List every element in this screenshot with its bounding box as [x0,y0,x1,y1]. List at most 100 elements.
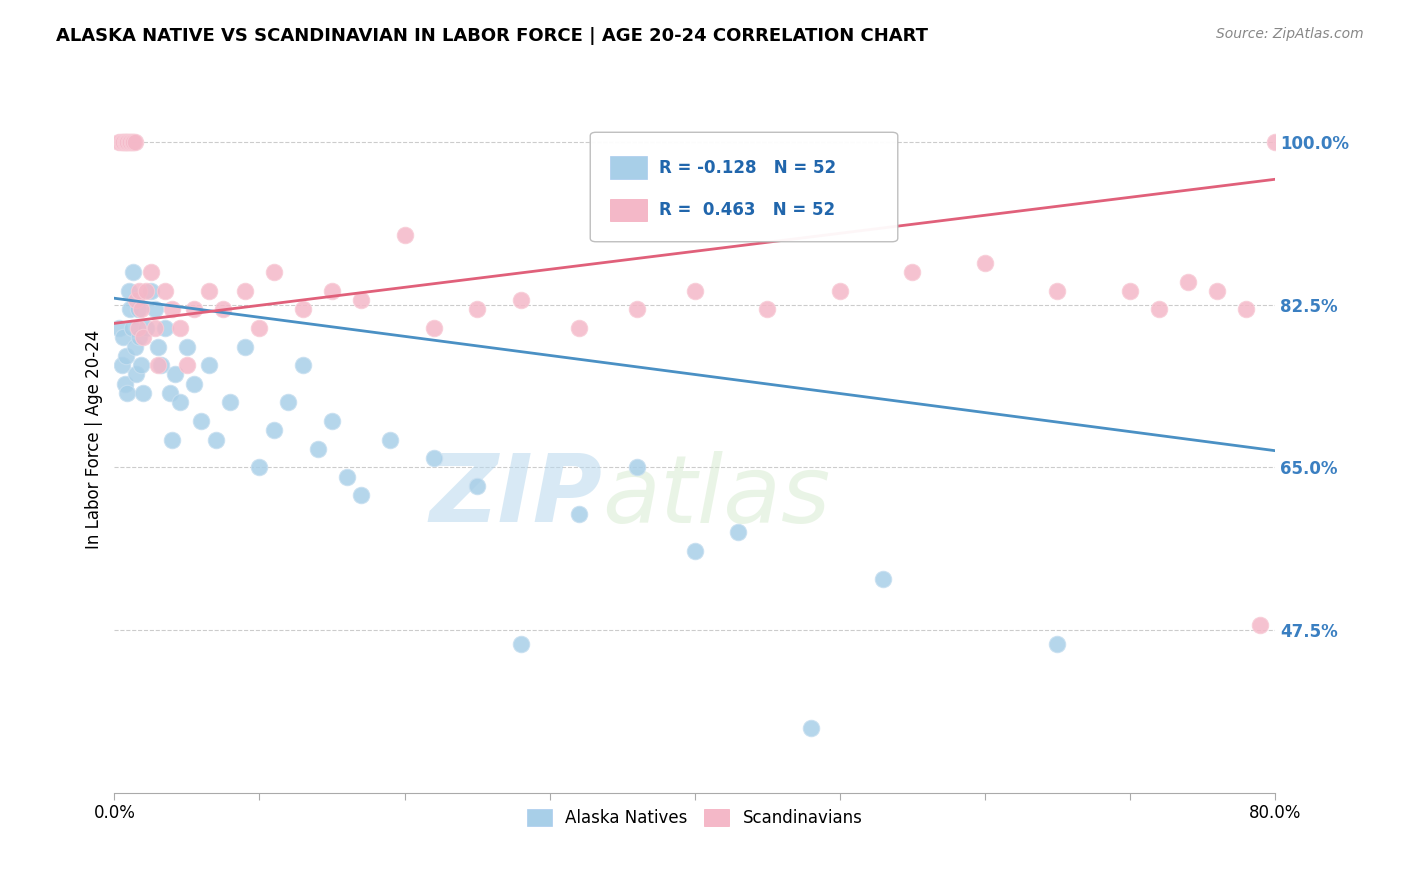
Point [169,321,191,335]
Point [114,376,136,391]
Point [139,265,162,279]
Point [128,330,150,344]
Point [1119,284,1142,298]
Point [756,302,779,317]
Point [127,321,149,335]
Point [197,358,219,372]
Point [120,135,142,149]
Point [115,135,138,149]
Point [1046,637,1069,651]
Point [125,368,148,382]
Point [205,433,228,447]
Point [153,321,176,335]
Point [249,460,271,475]
Point [153,284,176,298]
Point [626,460,648,475]
Point [132,330,155,344]
Point [263,423,285,437]
Point [350,488,373,502]
Point [263,265,285,279]
Point [135,284,157,298]
Point [143,302,166,317]
Point [307,442,329,456]
Point [127,302,149,317]
Point [143,321,166,335]
Point [112,330,135,344]
Point [321,284,343,298]
Point [1206,284,1229,298]
Point [727,525,749,540]
Point [465,302,488,317]
Point [292,302,315,317]
Point [1249,618,1271,632]
Point [121,321,143,335]
Point [124,340,146,354]
Point [973,256,995,270]
Point [120,302,142,317]
Text: ALASKA NATIVE VS SCANDINAVIAN IN LABOR FORCE | AGE 20-24 CORRELATION CHART: ALASKA NATIVE VS SCANDINAVIAN IN LABOR F… [56,27,928,45]
Point [121,135,143,149]
Point [233,284,256,298]
Point [422,321,444,335]
Point [124,135,146,149]
Point [219,395,242,409]
Point [568,321,591,335]
Point [162,433,184,447]
Point [162,302,184,317]
Point [122,135,145,149]
Point [107,321,129,335]
Point [901,265,924,279]
Point [1264,135,1286,149]
Point [249,321,271,335]
Point [111,358,134,372]
Point [159,386,181,401]
Point [335,469,357,483]
Point [118,284,141,298]
Point [394,228,416,243]
Point [122,265,145,279]
Point [197,284,219,298]
Point [277,395,299,409]
Point [190,414,212,428]
Point [828,284,851,298]
Legend: Alaska Natives, Scandinavians: Alaska Natives, Scandinavians [520,802,869,834]
Point [169,395,191,409]
Point [1046,284,1069,298]
Bar [610,199,647,221]
Point [117,386,139,401]
Point [176,340,198,354]
Point [112,135,135,149]
Point [465,479,488,493]
Text: ZIP: ZIP [429,450,602,542]
Point [135,321,157,335]
Point [129,358,152,372]
Point [128,284,150,298]
Text: Source: ZipAtlas.com: Source: ZipAtlas.com [1216,27,1364,41]
Point [1147,302,1170,317]
Point [350,293,373,307]
Text: atlas: atlas [602,450,830,541]
Point [292,358,315,372]
Point [146,358,169,372]
Point [118,135,141,149]
Point [111,135,134,149]
Bar [610,156,647,179]
Point [114,135,136,149]
Point [683,544,706,558]
Point [183,376,205,391]
Point [125,293,148,307]
Point [129,302,152,317]
Point [107,135,129,149]
Point [800,721,823,735]
Point [176,358,198,372]
Point [509,293,531,307]
Point [321,414,343,428]
Point [115,349,138,363]
FancyBboxPatch shape [591,132,898,242]
Point [378,433,401,447]
Point [422,451,444,466]
Point [509,637,531,651]
Point [139,284,162,298]
Point [146,340,169,354]
Point [212,302,235,317]
